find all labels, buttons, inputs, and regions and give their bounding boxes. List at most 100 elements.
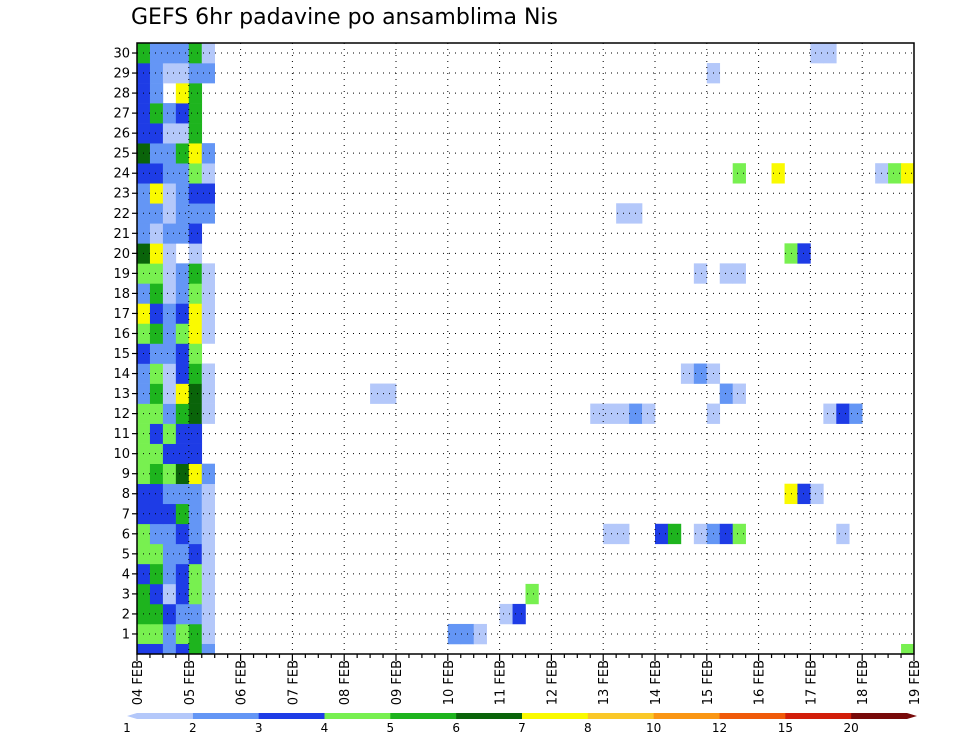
heatmap-cell bbox=[201, 563, 215, 585]
heatmap-cell bbox=[188, 203, 203, 224]
y-tick-label: 17 bbox=[113, 307, 130, 322]
heatmap-cell bbox=[175, 43, 190, 64]
heatmap-cell bbox=[680, 363, 695, 384]
heatmap-cell bbox=[162, 163, 177, 184]
y-tick-label: 2 bbox=[122, 607, 130, 622]
y-tick-label: 24 bbox=[113, 167, 130, 182]
heatmap-cell bbox=[201, 523, 215, 545]
heatmap-cell bbox=[175, 523, 190, 545]
heatmap-cell bbox=[149, 443, 164, 464]
y-tick-label: 13 bbox=[113, 387, 130, 402]
x-axis: 04 FEB 05 FEB 06 FEB 07 FEB 08 FEB 09 FEB 10 F… bbox=[131, 654, 923, 705]
x-tick-label: 07 FEB bbox=[286, 660, 301, 705]
x-tick-label: 06 FEB bbox=[235, 660, 250, 705]
heatmap-cell bbox=[162, 123, 177, 144]
y-tick-label: 5 bbox=[122, 547, 130, 562]
colorbar-swatch bbox=[719, 713, 786, 719]
heatmap-cell bbox=[901, 163, 915, 184]
heatmap-cell bbox=[188, 503, 203, 525]
heatmap-cell bbox=[149, 223, 164, 244]
y-tick-label: 26 bbox=[113, 127, 130, 142]
heatmap-cell bbox=[667, 523, 682, 545]
heatmap-cell bbox=[175, 123, 190, 144]
heatmap-cell bbox=[719, 523, 733, 545]
colorbar-swatch bbox=[653, 713, 720, 719]
heatmap-cell bbox=[201, 623, 215, 645]
heatmap-cell bbox=[836, 523, 850, 545]
heatmap-cell bbox=[188, 143, 203, 164]
heatmap-cell bbox=[603, 403, 617, 424]
colorbar-swatch bbox=[258, 713, 325, 719]
heatmap-cell bbox=[149, 383, 164, 404]
heatmap-cell bbox=[201, 363, 215, 384]
y-tick-label: 9 bbox=[122, 467, 130, 482]
heatmap-cell bbox=[175, 643, 190, 655]
colorbar-swatch bbox=[851, 713, 917, 719]
heatmap-cell bbox=[149, 543, 164, 565]
colorbar-label: 6 bbox=[452, 721, 460, 735]
colorbar-swatch bbox=[324, 713, 391, 719]
y-tick-label: 3 bbox=[122, 587, 130, 602]
heatmap-cell bbox=[201, 503, 215, 525]
heatmap-cell bbox=[175, 63, 190, 84]
y-tick-label: 18 bbox=[113, 287, 130, 302]
heatmap-cell bbox=[201, 283, 215, 304]
heatmap-cell bbox=[201, 143, 215, 164]
heatmap-cell bbox=[175, 383, 190, 404]
heatmap-cell bbox=[836, 403, 850, 424]
heatmap-cell bbox=[188, 223, 203, 244]
heatmap-cell bbox=[162, 343, 177, 364]
heatmap-cell bbox=[603, 523, 617, 545]
heatmap-cell bbox=[201, 463, 215, 485]
heatmap-cell bbox=[149, 303, 164, 324]
colorbar-label: 12 bbox=[712, 721, 727, 735]
heatmap-cell bbox=[162, 363, 177, 384]
heatmap-cell bbox=[175, 303, 190, 324]
heatmap-cell bbox=[162, 483, 177, 505]
heatmap-cell bbox=[162, 443, 177, 464]
y-tick-label: 27 bbox=[113, 107, 130, 122]
heatmap-cell bbox=[201, 263, 215, 284]
heatmap-cell bbox=[149, 563, 164, 585]
heatmap-cell bbox=[149, 503, 164, 525]
heatmap-cell bbox=[797, 243, 811, 264]
heatmap-cell bbox=[473, 623, 487, 645]
heatmap-cell bbox=[175, 543, 190, 565]
heatmap-cell bbox=[732, 263, 746, 284]
heatmap-cell bbox=[188, 563, 203, 585]
heatmap-cell bbox=[188, 123, 203, 144]
heatmap-cell bbox=[655, 523, 669, 545]
heatmap-cell bbox=[188, 43, 203, 64]
heatmap-cell bbox=[175, 583, 190, 605]
heatmap-cell bbox=[175, 163, 190, 184]
heatmap-cell bbox=[175, 223, 190, 244]
heatmap-cell bbox=[188, 283, 203, 304]
heatmap-cell bbox=[370, 383, 384, 404]
y-tick-label: 6 bbox=[122, 527, 130, 542]
heatmap-cell bbox=[188, 523, 203, 545]
heatmap-cell bbox=[162, 383, 177, 404]
y-tick-label: 20 bbox=[113, 247, 130, 262]
heatmap-cell bbox=[162, 203, 177, 224]
heatmap-cell bbox=[175, 103, 190, 124]
heatmap-cell bbox=[162, 403, 177, 424]
heatmap-cell bbox=[447, 623, 462, 645]
heatmap-cell bbox=[175, 323, 190, 344]
heatmap-cell bbox=[797, 483, 811, 505]
heatmap-cell bbox=[162, 563, 177, 585]
heatmap-cell bbox=[732, 523, 746, 545]
heatmap-cell bbox=[162, 323, 177, 344]
x-tick-label: 15 FEB bbox=[701, 660, 716, 705]
colorbar-label: 1 bbox=[123, 721, 131, 735]
heatmap-cell bbox=[175, 143, 190, 164]
heatmap-cell bbox=[512, 603, 526, 625]
heatmap-cell bbox=[188, 383, 203, 404]
heatmap-cell bbox=[201, 43, 215, 64]
heatmap-cell bbox=[188, 183, 203, 204]
y-tick-label: 22 bbox=[113, 207, 130, 222]
heatmap-cell bbox=[201, 203, 215, 224]
heatmap-cell bbox=[149, 603, 164, 625]
x-tick-label: 17 FEB bbox=[804, 660, 819, 705]
heatmap-cell bbox=[149, 343, 164, 364]
heatmap-cell bbox=[188, 323, 203, 344]
